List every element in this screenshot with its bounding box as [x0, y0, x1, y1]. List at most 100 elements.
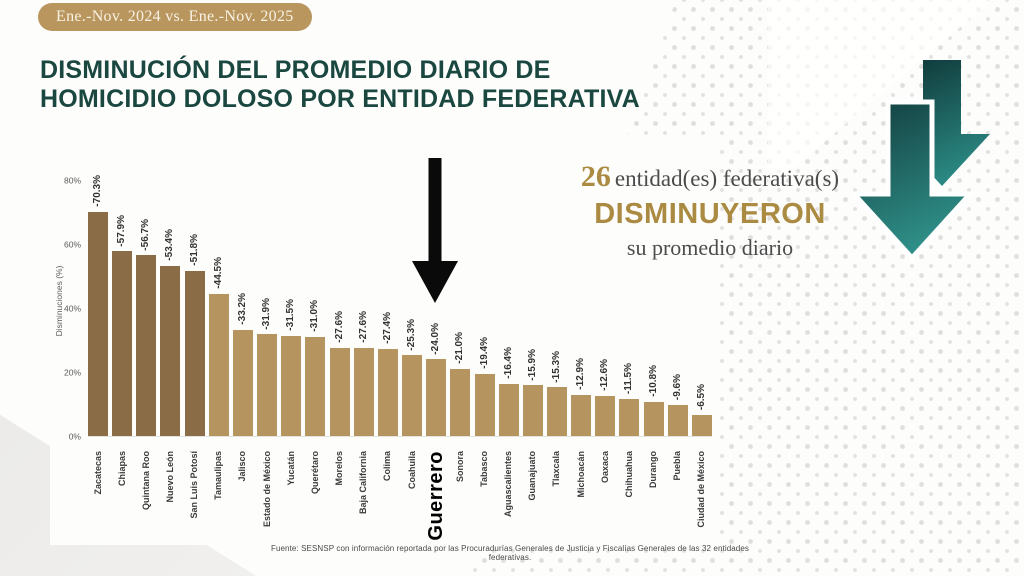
decreased-label: DISMINUYERON	[594, 198, 826, 230]
category-label-highlighted: Guerrero	[425, 451, 448, 541]
category-label: Chiapas	[116, 451, 127, 487]
category-label: Tamaulipas	[213, 451, 224, 500]
category-label: Nuevo León	[164, 451, 175, 503]
date-range-badge: Ene.-Nov. 2024 vs. Ene.-Nov. 2025	[38, 3, 312, 31]
bar-column: -70.3%	[88, 165, 108, 436]
category-column: Sonora	[450, 451, 470, 541]
category-label: Puebla	[672, 451, 683, 481]
category-label: Quintana Roo	[140, 451, 151, 510]
bar	[595, 395, 616, 436]
bar-value-label: -31.0%	[309, 300, 321, 333]
bar	[353, 348, 374, 436]
bar-column: -21.0%	[450, 165, 471, 436]
y-tick-label: 0%	[68, 430, 81, 441]
bar	[160, 265, 181, 436]
category-column: Ciudad de México	[692, 451, 712, 541]
bar-value-label: -16.4%	[502, 347, 514, 379]
bar	[498, 383, 519, 436]
bar-value-label: -27.4%	[381, 311, 393, 344]
category-label: Colima	[382, 451, 393, 482]
category-column: Jalisco	[233, 451, 253, 541]
bar-column: -27.6%	[353, 165, 374, 436]
y-tick-label: 20%	[63, 367, 81, 377]
category-label: Guanajuato	[527, 451, 538, 501]
bar-value-label: -19.4%	[478, 337, 490, 370]
category-label: Coahuila	[406, 451, 417, 490]
category-label: Yucatán	[285, 451, 296, 486]
bar	[571, 394, 592, 436]
bar-value-label: -33.2%	[236, 293, 248, 326]
bar	[184, 270, 205, 436]
bar-value-label: -70.3%	[92, 175, 103, 207]
category-column: Querétaro	[305, 451, 325, 541]
category-label: Tlaxcala	[551, 451, 562, 487]
category-label: Jalisco	[237, 451, 248, 482]
bar-column: -16.4%	[498, 165, 519, 436]
y-tick-label: 80%	[63, 175, 81, 186]
bar-column: -6.5%	[691, 165, 712, 436]
bar-value-label: -12.9%	[575, 358, 587, 390]
category-column: San Luis Potosí	[185, 451, 205, 541]
category-label: Estado de México	[261, 451, 272, 528]
bar-value-label: -12.6%	[599, 359, 611, 391]
bar-value-label: -21.0%	[454, 332, 466, 365]
category-label: Oaxaca	[599, 451, 610, 484]
bar	[281, 335, 302, 436]
category-label: Aguascalientes	[503, 451, 514, 518]
category-label: Michoacán	[575, 451, 586, 498]
source-note: Fuente: SESNSP con información reportada…	[270, 544, 750, 562]
bar-column: -27.4%	[377, 165, 398, 436]
bar-column: -19.4%	[474, 165, 495, 436]
bars-row: -70.3% -57.9% -56.7% -53.4% -51.8% -44.5% -33.…	[88, 165, 712, 436]
category-column: Quintana Roo	[136, 451, 156, 541]
bar-column: -24.0%	[426, 165, 447, 436]
y-tick-label: 40%	[63, 303, 81, 314]
bar	[450, 369, 471, 436]
category-column: Oaxaca	[595, 451, 615, 541]
bar	[667, 405, 688, 436]
bar-value-label: -15.9%	[526, 348, 538, 381]
bar	[257, 334, 278, 436]
bar-value-label: -31.9%	[261, 297, 273, 330]
category-label: Zacatecas	[92, 451, 103, 495]
category-label: Chihuahua	[623, 451, 634, 498]
category-column: Coahuila	[402, 451, 422, 541]
bar-column: -31.0%	[305, 165, 326, 436]
page-title: DISMINUCIÓN DEL PROMEDIO DIARIO DE HOMIC…	[40, 56, 740, 114]
bar-column: -31.5%	[281, 165, 302, 436]
bar-value-label: -31.5%	[285, 298, 297, 331]
bar-column: -44.5%	[208, 165, 229, 436]
bar-value-label: -51.8%	[188, 234, 200, 266]
bar-column: -51.8%	[184, 165, 205, 436]
category-label: San Luis Potosí	[189, 451, 200, 519]
bar-column: -27.6%	[329, 165, 350, 436]
category-label: Baja California	[358, 451, 369, 515]
bar-value-label: -27.6%	[357, 311, 369, 344]
category-label: Tabasco	[479, 451, 489, 487]
bar-value-label: -44.5%	[212, 257, 224, 290]
category-column: Michoacán	[571, 451, 591, 541]
category-column: Morelos	[330, 451, 350, 541]
y-axis-label: Disminuciones (%)	[54, 265, 64, 336]
bar-value-label: -53.4%	[164, 229, 176, 261]
category-column: Aguascalientes	[499, 451, 519, 541]
bar	[112, 251, 133, 436]
entity-count-label: entidad(es) federativa(s)	[614, 166, 840, 191]
bar-column: -15.3%	[546, 165, 567, 436]
bar-value-label: -10.8%	[647, 364, 659, 397]
category-label: Querétaro	[309, 451, 320, 495]
bar-value-label: -56.7%	[140, 218, 152, 251]
category-column: Estado de México	[257, 451, 277, 541]
category-column: Colima	[378, 451, 398, 541]
category-label: Sonora	[454, 451, 465, 483]
bar	[426, 359, 447, 436]
bar-column: -9.6%	[667, 165, 688, 436]
category-label: Durango	[648, 451, 659, 488]
category-column: Chiapas	[112, 451, 132, 541]
callout-line: 26 entidad(es) federativa(s)	[552, 160, 868, 194]
bar-column: -15.9%	[522, 165, 543, 436]
bar	[402, 355, 423, 436]
bar-value-label: -24.0%	[430, 322, 442, 355]
bar	[619, 399, 640, 436]
bar-value-label: -57.9%	[116, 214, 128, 247]
